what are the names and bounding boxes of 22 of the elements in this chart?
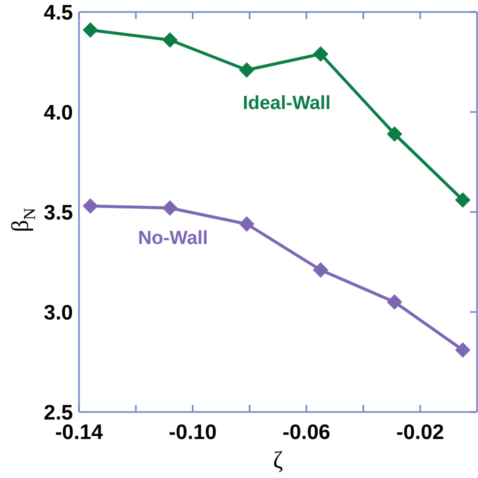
point xyxy=(387,126,402,142)
x-axis-title: ζ xyxy=(273,448,284,474)
y-tick-label: 4.5 xyxy=(44,1,74,24)
y-tick-label: 4.0 xyxy=(44,101,73,124)
point xyxy=(239,216,254,232)
series-label: No-Wall xyxy=(138,228,208,250)
point xyxy=(162,32,178,48)
series-label: Ideal-Wall xyxy=(242,93,331,114)
point xyxy=(82,22,98,38)
point xyxy=(455,342,470,358)
point xyxy=(313,46,328,62)
point xyxy=(313,262,328,278)
point xyxy=(387,294,402,310)
y-tick-label: 3.5 xyxy=(44,201,74,224)
point xyxy=(82,198,98,214)
point xyxy=(239,62,254,78)
x-tick-label: -0.02 xyxy=(396,420,444,444)
y-tick-label: 3.0 xyxy=(44,301,73,324)
point xyxy=(162,200,178,216)
x-tick-label: -0.06 xyxy=(282,420,330,444)
point xyxy=(455,192,470,208)
x-tick-label: -0.10 xyxy=(168,420,217,444)
